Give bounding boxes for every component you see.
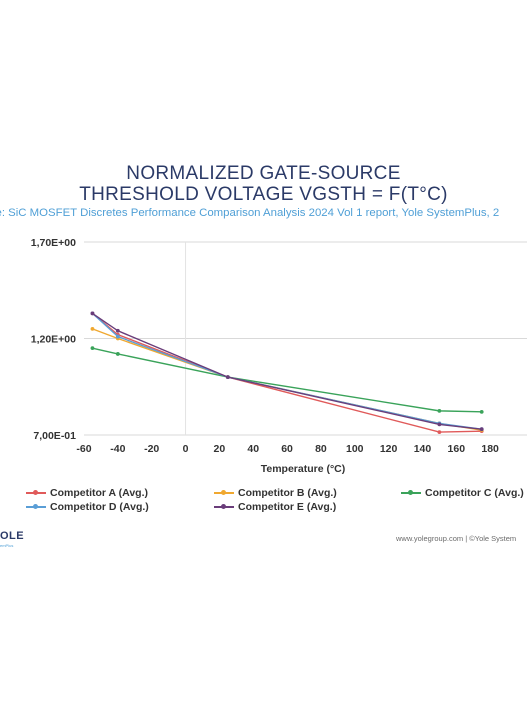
y-tick-label: 1,20E+00 [31, 334, 76, 346]
data-point [437, 422, 442, 427]
legend-label: Competitor A (Avg.) [50, 487, 148, 499]
x-tick-label: -60 [76, 443, 91, 455]
x-tick-label: 0 [183, 443, 189, 455]
footer-credit: www.yolegroup.com | ©Yole System [396, 534, 517, 543]
x-tick-label: 160 [448, 443, 466, 455]
legend-swatch [214, 504, 234, 509]
legend-label: Competitor B (Avg.) [238, 487, 337, 499]
series-line [91, 312, 482, 430]
legend-swatch [26, 504, 46, 509]
data-point [115, 334, 120, 339]
x-tick-label: -40 [110, 443, 125, 455]
x-tick-label: -20 [144, 443, 159, 455]
x-tick-label: 60 [281, 443, 293, 455]
chart-title-line-1: NORMALIZED GATE-SOURCE [126, 163, 401, 184]
y-tick-label: 7,00E-01 [33, 430, 76, 442]
x-tick-label: 140 [414, 443, 432, 455]
legend-item: Competitor E (Avg.) [214, 501, 336, 513]
legend-swatch [26, 490, 46, 495]
data-point [437, 408, 442, 413]
x-axis-label: Temperature (°C) [261, 463, 346, 475]
series-line [92, 347, 482, 413]
yole-logo-subtitle: emPlus [0, 543, 14, 548]
legend-item: Competitor B (Avg.) [214, 487, 337, 499]
legend-item: Competitor C (Avg.) [401, 487, 524, 499]
data-point [90, 326, 95, 331]
legend-label: Competitor C (Avg.) [425, 487, 524, 499]
data-point [479, 409, 484, 414]
legend-label: Competitor D (Avg.) [50, 501, 149, 513]
data-point [437, 430, 442, 435]
y-tick-label: 1,70E+00 [31, 237, 76, 249]
x-tick-label: 100 [346, 443, 364, 455]
x-tick-label: 120 [380, 443, 398, 455]
x-tick-label: 40 [247, 443, 259, 455]
series-line [92, 312, 482, 433]
chart-source: rce: SiC MOSFET Discretes Performance Co… [0, 207, 500, 219]
data-point [225, 375, 230, 379]
legend-swatch [214, 490, 234, 495]
data-point [90, 346, 95, 351]
line-chart: 1,70E+00 1,20E+00 7,00E-01-60 -40 -20 0 20 40 60… [31, 237, 527, 475]
legend-item: Competitor D (Avg.) [26, 501, 149, 513]
data-point [90, 311, 95, 316]
chart-title-line-2: THRESHOLD VOLTAGE VGSTH = F(T°C) [79, 184, 448, 205]
data-point [479, 427, 484, 432]
series-line [92, 312, 482, 430]
data-point [115, 352, 120, 356]
legend-swatch [401, 490, 421, 495]
legend-label: Competitor E (Avg.) [238, 501, 337, 513]
yole-logo: OLE [0, 530, 25, 542]
legend-item: Competitor A (Avg.) [26, 487, 148, 499]
data-point [115, 328, 120, 333]
x-tick-label: 20 [214, 443, 226, 455]
x-tick-label: 80 [315, 443, 327, 455]
x-tick-label: 180 [481, 443, 499, 455]
